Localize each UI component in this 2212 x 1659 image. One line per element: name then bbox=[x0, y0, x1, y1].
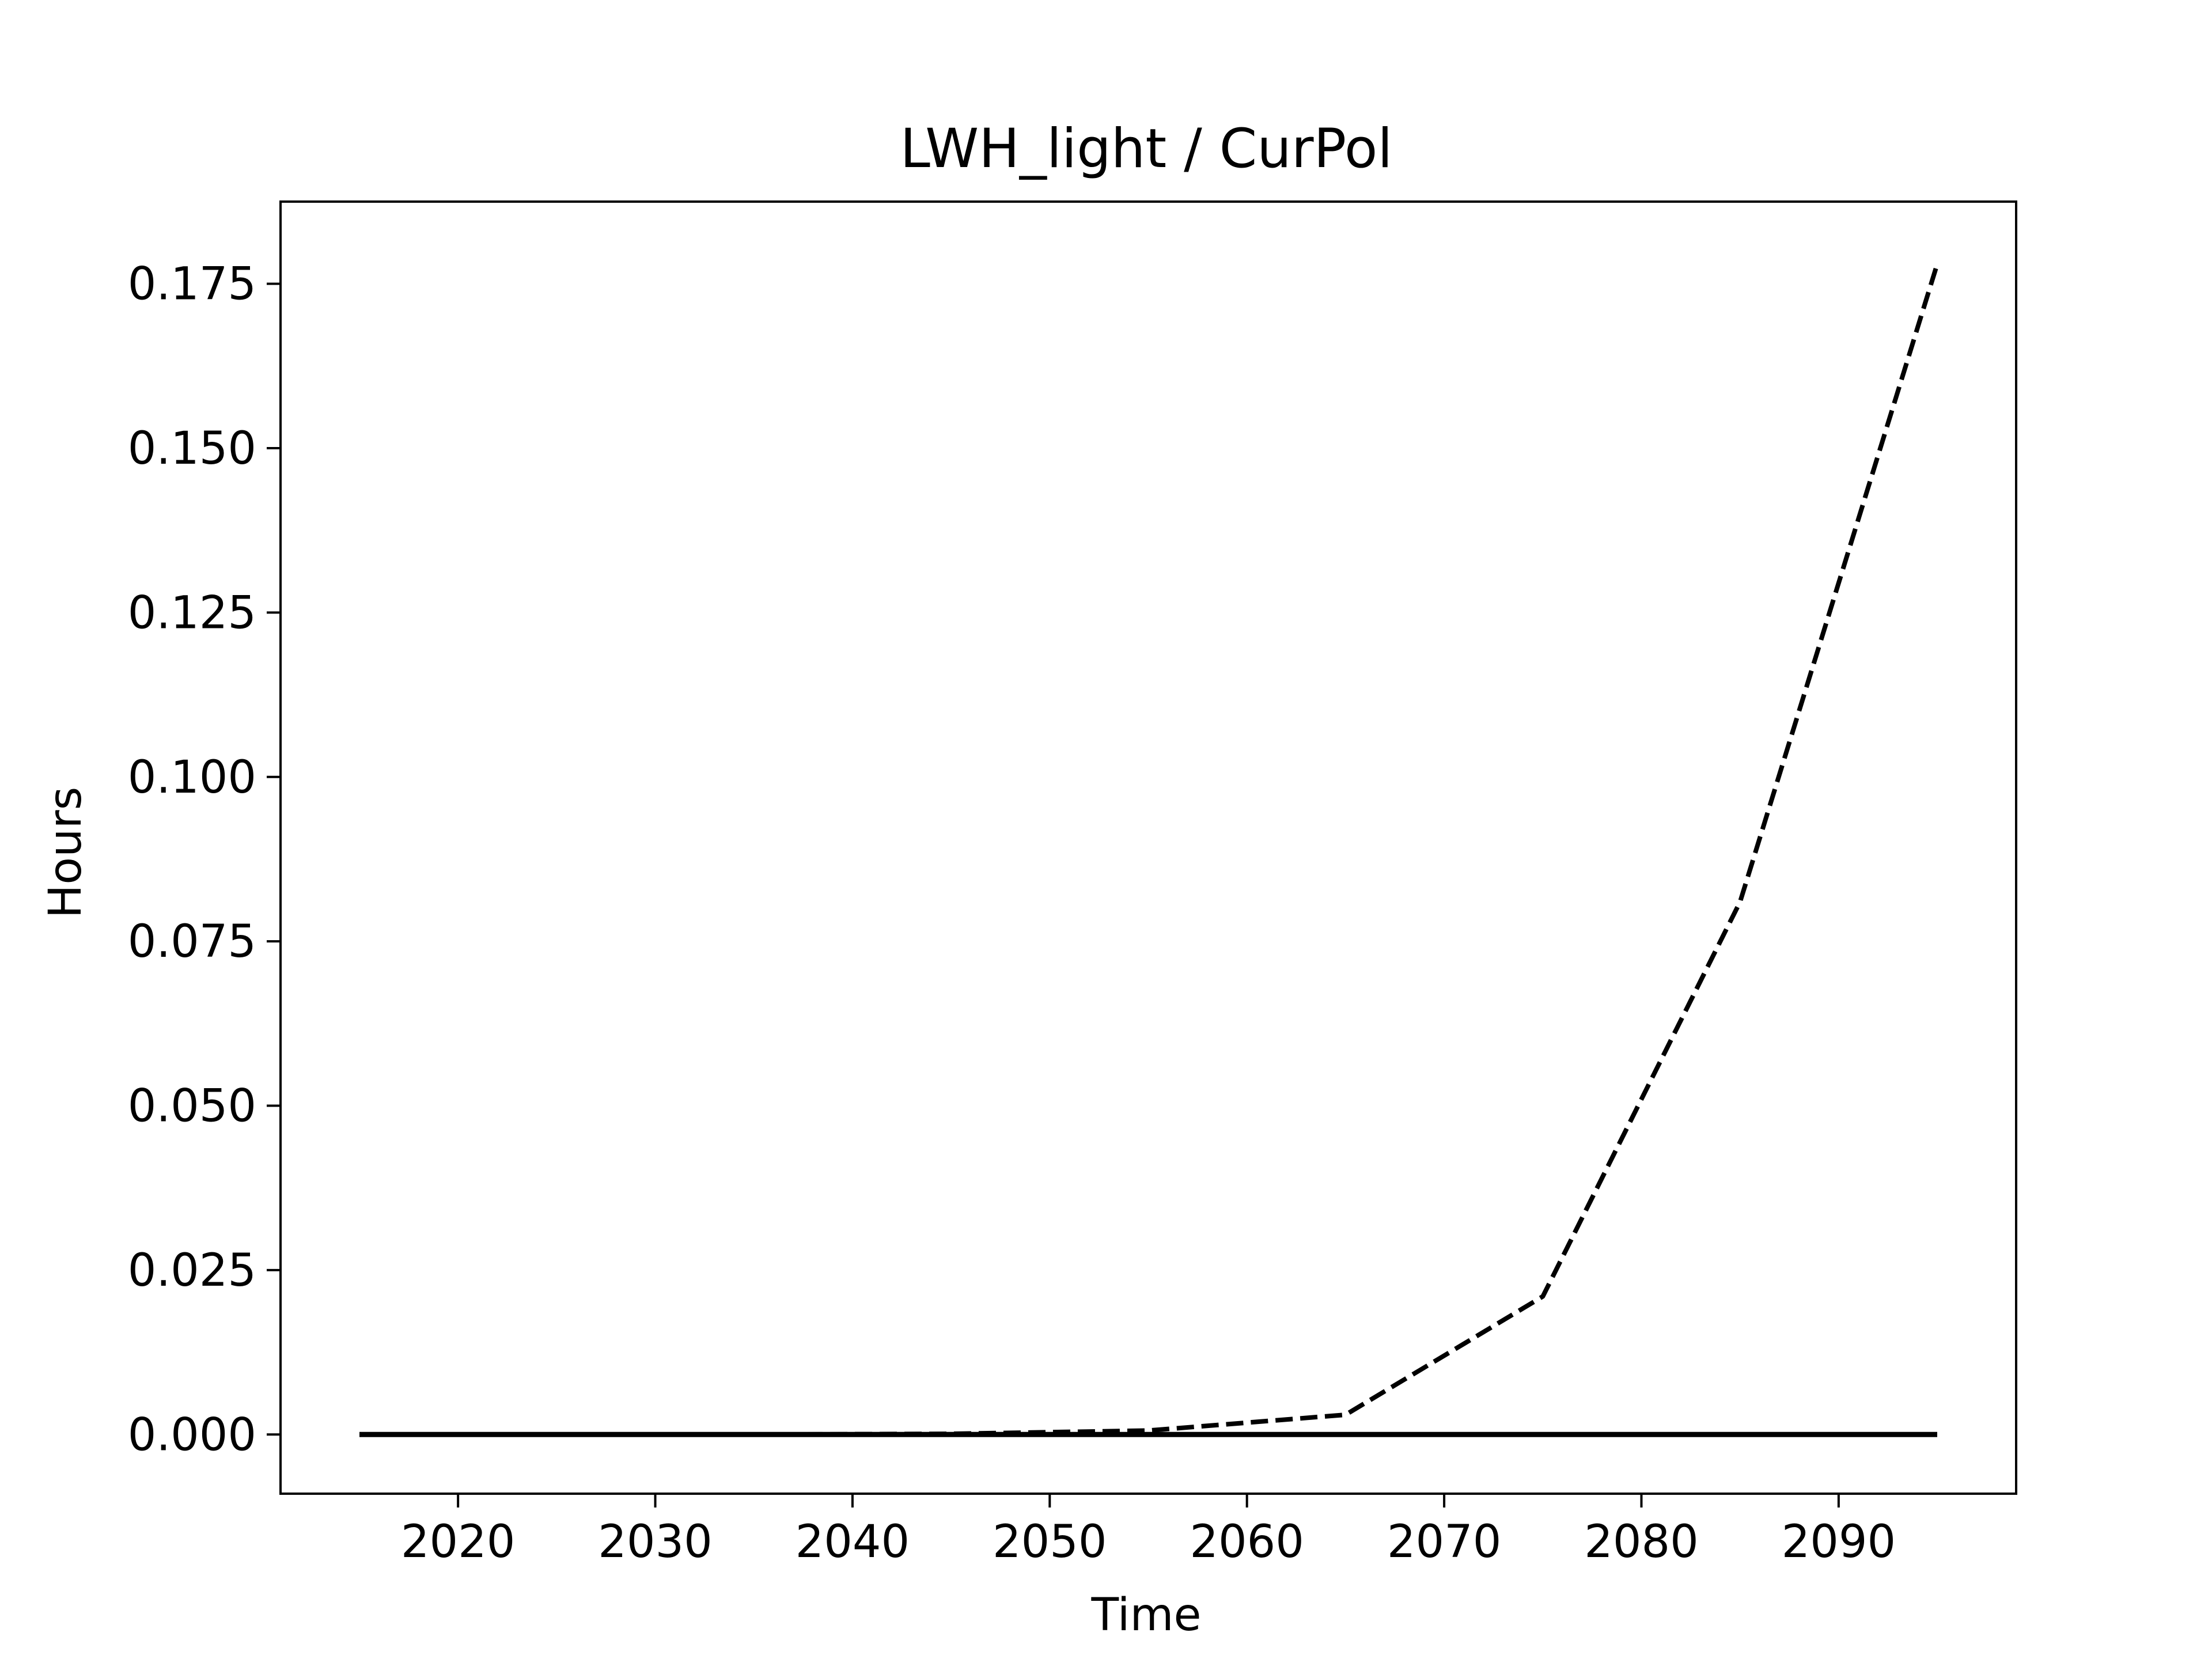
y-axis-ticks: 0.000 0.025 0.050 0.075 0.100 0.125 0.150 0.175 bbox=[128, 259, 281, 1461]
y-tick-label: 0.000 bbox=[128, 1409, 256, 1461]
x-tick-label: 2040 bbox=[796, 1516, 910, 1568]
series-layer bbox=[359, 263, 1940, 1437]
x-tick-label: 2080 bbox=[1584, 1516, 1699, 1568]
chart-title: LWH_light / CurPol bbox=[900, 118, 1393, 180]
x-tick-label: 2020 bbox=[401, 1516, 516, 1568]
x-tick-label: 2070 bbox=[1387, 1516, 1502, 1568]
y-axis-label: Hours bbox=[40, 787, 92, 919]
y-tick-label: 0.125 bbox=[128, 587, 256, 639]
y-tick-label: 0.050 bbox=[128, 1081, 256, 1132]
x-axis-label: Time bbox=[1091, 1589, 1202, 1641]
y-tick-label: 0.075 bbox=[128, 916, 256, 968]
x-tick-label: 2060 bbox=[1190, 1516, 1304, 1568]
x-axis-ticks: 2020 2030 2040 2050 2060 2070 2080 2090 bbox=[401, 1494, 1896, 1568]
y-tick-label: 0.100 bbox=[128, 752, 256, 804]
x-tick-label: 2090 bbox=[1782, 1516, 1896, 1568]
x-tick-label: 2050 bbox=[993, 1516, 1107, 1568]
x-tick-label: 2030 bbox=[598, 1516, 713, 1568]
plot-frame bbox=[279, 200, 2017, 1495]
y-tick-label: 0.175 bbox=[128, 259, 256, 310]
y-tick-label: 0.150 bbox=[128, 423, 256, 475]
y-tick-label: 0.025 bbox=[128, 1245, 256, 1297]
